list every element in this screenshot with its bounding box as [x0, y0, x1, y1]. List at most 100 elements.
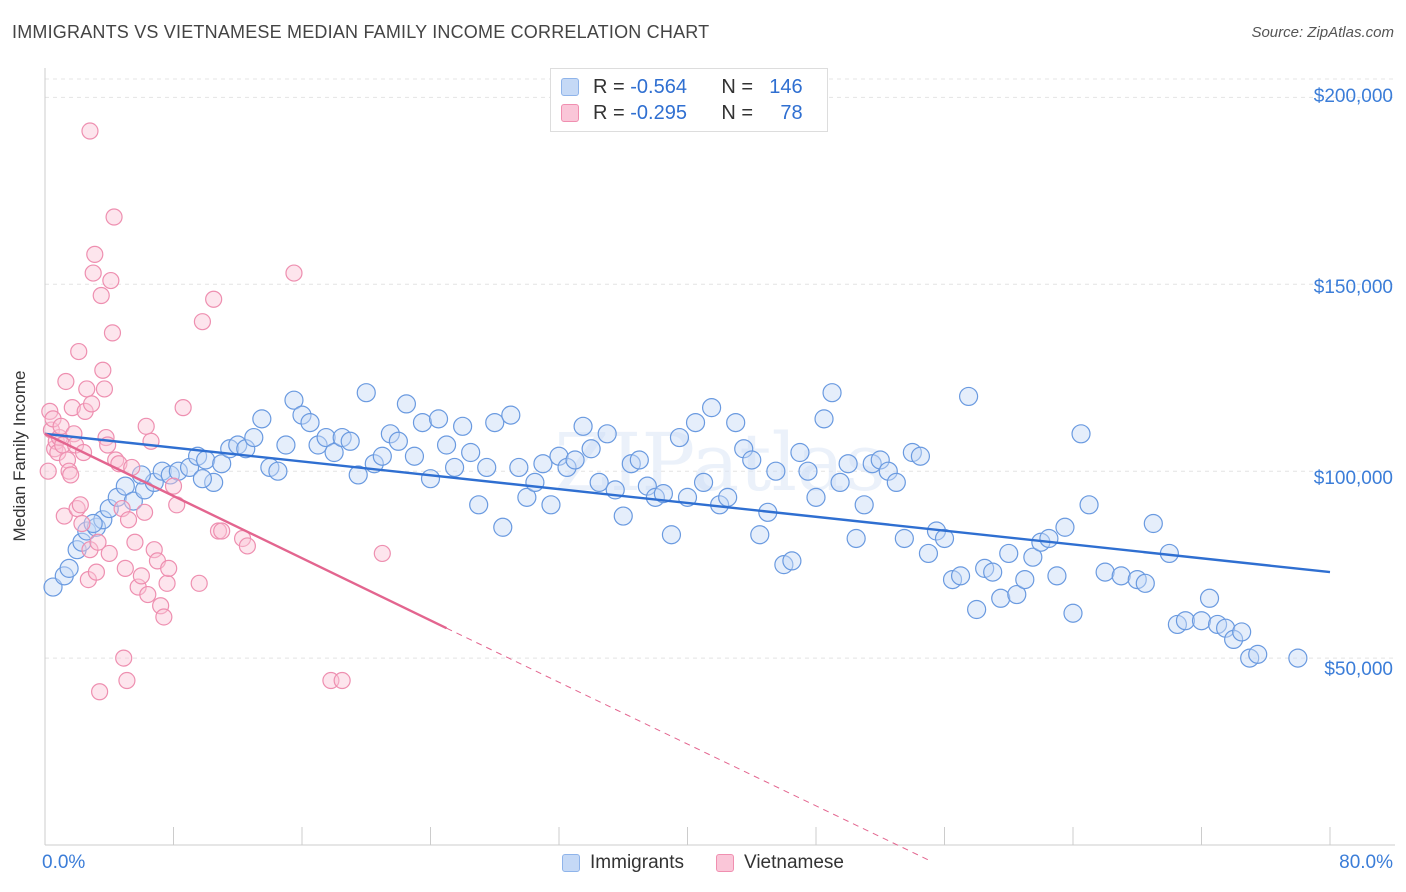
immigrants-point [983, 562, 1003, 582]
immigrants-point [838, 454, 858, 474]
legend-item-immigrants[interactable]: Immigrants [562, 852, 684, 874]
immigrants-point [814, 409, 834, 429]
immigrants-point [525, 472, 545, 493]
vietnamese-point [95, 380, 114, 398]
immigrants-point [436, 435, 457, 455]
vietnamese-point [164, 477, 183, 495]
vietnamese-point [94, 361, 112, 379]
immigrants-point [573, 416, 593, 436]
immigrants-point [99, 498, 119, 519]
immigrants-point [1215, 618, 1236, 638]
vietnamese-point [193, 313, 212, 331]
r-value: -0.295 [630, 101, 687, 124]
immigrants-point [372, 446, 392, 466]
immigrants-point [718, 487, 738, 507]
immigrants-point [444, 457, 465, 478]
immigrants-point [1071, 424, 1091, 444]
immigrants-point [179, 457, 200, 478]
vietnamese-point [137, 417, 155, 435]
immigrants-point [886, 472, 906, 493]
legend-row-vietnamese: R = -0.295 N = 78 [561, 101, 803, 125]
immigrants-point [894, 528, 914, 549]
chart-title: IMMIGRANTS VS VIETNAMESE MEDIAN FAMILY I… [12, 22, 710, 42]
immigrants-point [967, 599, 987, 620]
immigrants-point [798, 461, 818, 481]
x-tick-label: 80.0% [1339, 852, 1393, 873]
immigrants-point [790, 442, 810, 463]
vietnamese-point [119, 511, 138, 529]
n-value: 78 [780, 101, 803, 124]
immigrants-point [115, 476, 135, 496]
vietnamese-point [62, 466, 80, 484]
r-label: R = [593, 75, 625, 98]
immigrants-point [380, 424, 400, 444]
immigrants-point [244, 427, 264, 448]
immigrants-point [854, 495, 874, 515]
immigrants-point [999, 543, 1019, 564]
immigrants-point [356, 383, 376, 403]
vietnamese-trend-extension [446, 627, 929, 861]
immigrants-point [348, 465, 368, 485]
immigrants-point [830, 472, 850, 493]
vietnamese-point [238, 537, 256, 555]
immigrants-point [1063, 603, 1083, 623]
immigrants-point [284, 390, 304, 410]
immigrants-point [1007, 584, 1027, 605]
source-label: Source: ZipAtlas.com [1251, 24, 1394, 41]
vietnamese-point [118, 671, 136, 690]
y-tick-label: $100,000 [1313, 468, 1393, 489]
immigrants-point [726, 412, 746, 433]
vietnamese-point [139, 585, 157, 604]
vietnamese-point [116, 559, 134, 577]
immigrants-point [1143, 513, 1163, 534]
vietnamese-point [78, 380, 96, 398]
immigrants-point [93, 510, 113, 530]
y-tick-label: $50,000 [1324, 659, 1393, 680]
vietnamese-point [92, 286, 110, 305]
immigrants-point [701, 398, 722, 418]
vietnamese-point [115, 649, 133, 667]
vietnamese-point [86, 245, 104, 263]
r-label: R = [593, 101, 625, 124]
immigrants-point [509, 457, 529, 478]
n-label: N = [721, 101, 754, 124]
immigrants-point [276, 435, 296, 455]
vietnamese-point [152, 597, 170, 615]
immigrants-point [236, 439, 256, 459]
immigrants-point [308, 435, 328, 455]
vietnamese-point [126, 533, 144, 551]
immigrants-point [1055, 517, 1075, 537]
vietnamese-point [73, 514, 91, 533]
series-legend: Immigrants Vietnamese [0, 852, 1406, 874]
immigrants-point [589, 472, 609, 493]
vietnamese-point [82, 395, 101, 413]
immigrants-point [734, 439, 754, 459]
legend-item-vietnamese[interactable]: Vietnamese [715, 852, 844, 874]
vietnamese-point [213, 522, 231, 540]
immigrants-point [669, 427, 690, 448]
immigrants-point [910, 446, 931, 466]
vietnamese-point [174, 399, 192, 417]
correlation-legend: R = -0.564 N = 146 R = -0.295 N = 78 [550, 68, 828, 132]
vietnamese-point [71, 496, 89, 514]
immigrants-point [192, 469, 213, 489]
vietnamese-point [155, 608, 173, 626]
vietnamese-point [55, 507, 73, 525]
vietnamese-trend-line [44, 432, 448, 630]
immigrants-point [597, 424, 617, 444]
immigrants-point [300, 412, 320, 433]
immigrants-point [316, 427, 336, 448]
vietnamese-point [105, 208, 123, 226]
immigrants-point [581, 439, 601, 459]
immigrants-point [1023, 547, 1043, 567]
immigrants-point [453, 416, 473, 436]
immigrants-point [388, 431, 408, 451]
vietnamese-point [63, 399, 81, 417]
immigrants-point [1015, 569, 1035, 590]
r-value: -0.564 [630, 75, 687, 98]
immigrants-point [685, 412, 706, 433]
immigrants-point [204, 472, 224, 493]
vietnamese-point [89, 533, 107, 551]
immigrants-point [404, 446, 425, 466]
